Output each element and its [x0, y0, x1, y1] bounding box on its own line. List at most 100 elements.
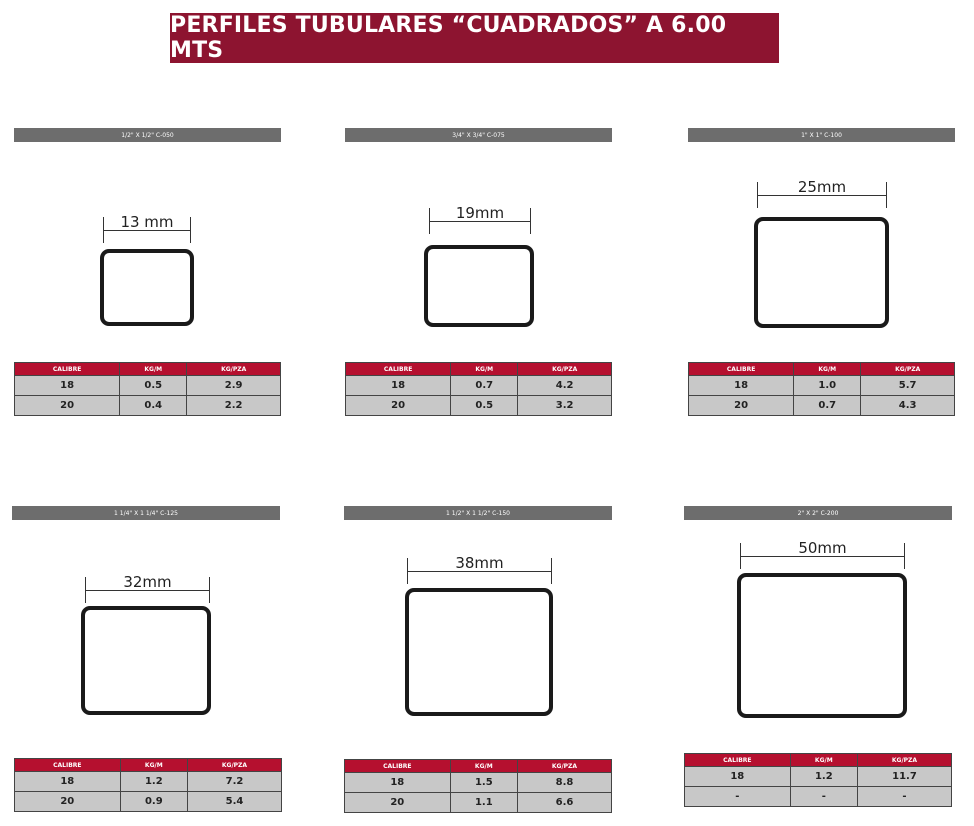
table-cell: 1.5: [449, 772, 518, 793]
dimension-label: 38mm: [455, 554, 504, 572]
table-cell: 18: [684, 766, 791, 787]
dimension-label: 19mm: [455, 204, 505, 222]
table-cell: 20: [14, 791, 121, 812]
column-header: KG/PZA: [186, 362, 281, 376]
column-header: KG/PZA: [186, 758, 283, 772]
table-cell: 2.2: [186, 395, 281, 416]
table-cell: -: [789, 786, 858, 807]
dimension-line: [741, 556, 904, 557]
square-tube-profile: [424, 245, 534, 327]
table-cell: -: [856, 786, 953, 807]
table-cell: 1.2: [119, 771, 188, 792]
dimension-line: [104, 230, 190, 231]
table-cell: 11.7: [856, 766, 953, 787]
table-row: ---: [684, 786, 953, 807]
column-header: KG/M: [450, 362, 519, 376]
column-header: KG/M: [449, 759, 518, 773]
table-header-row: CALIBRE KG/M KG/PZA: [344, 362, 612, 376]
column-header: CALIBRE: [687, 362, 795, 376]
column-header: KG/M: [789, 753, 858, 767]
dimension-line: [430, 221, 530, 222]
column-header: KG/PZA: [517, 362, 612, 376]
table-cell: 20: [344, 395, 452, 416]
column-header: KG/M: [793, 362, 862, 376]
section-label-bar: 2" X 2" C-200: [684, 506, 952, 520]
table-cell: 0.9: [119, 791, 188, 812]
table-cell: 1.1: [449, 792, 518, 813]
table-cell: 18: [13, 375, 121, 396]
square-tube-profile: [737, 573, 907, 718]
table-cell: 20: [344, 792, 451, 813]
table-cell: 20: [13, 395, 121, 416]
table-cell: -: [684, 786, 791, 807]
table-row: 20 1.1 6.6: [344, 792, 613, 813]
table-header-row: CALIBRE KG/M KG/PZA: [687, 362, 955, 376]
page-title: PERFILES TUBULARES “CUADRADOS” A 6.00 MT…: [170, 13, 779, 63]
section-label-bar: 1" X 1" C-100: [688, 128, 955, 142]
table-cell: 4.3: [860, 395, 955, 416]
specs-table: CALIBRE KG/M KG/PZA 18 1.2 11.7- - -: [684, 753, 953, 807]
dimension-marker: 13 mm: [103, 213, 191, 243]
table-header-row: CALIBRE KG/M KG/PZA: [344, 759, 613, 773]
dimension-marker: 38mm: [407, 554, 552, 584]
dimension-line: [758, 195, 886, 196]
dimension-label: 25mm: [797, 178, 847, 196]
dimension-label: 32mm: [123, 573, 172, 591]
table-cell: 5.4: [186, 791, 283, 812]
table-row: 18 1.5 8.8: [344, 772, 613, 793]
table-row: 18 0.5 2.9: [13, 375, 281, 396]
dimension-line: [86, 590, 209, 591]
table-row: 20 0.4 2.2: [13, 395, 281, 416]
table-cell: 18: [687, 375, 795, 396]
table-cell: 0.7: [793, 395, 862, 416]
dimension-marker: 19mm: [429, 204, 531, 234]
square-tube-profile: [405, 588, 553, 716]
table-cell: 3.2: [517, 395, 612, 416]
dimension-marker: 50mm: [740, 539, 905, 569]
dimension-line: [408, 571, 551, 572]
column-header: KG/M: [119, 362, 188, 376]
specs-table: CALIBRE KG/M KG/PZA 18 1.2 7.2 20 0.9 5.4: [14, 758, 283, 812]
table-cell: 4.2: [517, 375, 612, 396]
table-row: 18 1.2 7.2: [14, 771, 283, 792]
specs-table: CALIBRE KG/M KG/PZA 18 1.5 8.8 20 1.1 6.6: [344, 759, 613, 813]
section-label-bar: 1 1/2" X 1 1/2" C-150: [344, 506, 612, 520]
column-header: KG/PZA: [856, 753, 953, 767]
column-header: CALIBRE: [13, 362, 121, 376]
specs-table: CALIBRE KG/M KG/PZA 18 1.0 5.7 20 0.7 4.3: [687, 362, 955, 416]
column-header: CALIBRE: [344, 362, 452, 376]
dimension-marker: 32mm: [85, 573, 210, 603]
table-row: 18 1.2 11.7: [684, 766, 953, 787]
table-cell: 7.2: [186, 771, 283, 792]
column-header: KG/PZA: [516, 759, 613, 773]
table-header-row: CALIBRE KG/M KG/PZA: [14, 758, 283, 772]
specs-table: CALIBRE KG/M KG/PZA 18 0.7 4.2 20 0.5 3.2: [344, 362, 612, 416]
table-row: 20 0.5 3.2: [344, 395, 612, 416]
dimension-label: 13 mm: [120, 213, 174, 231]
table-cell: 18: [344, 375, 452, 396]
table-header-row: CALIBRE KG/M KG/PZA: [684, 753, 953, 767]
table-cell: 5.7: [860, 375, 955, 396]
dimension-label: 50mm: [798, 539, 847, 557]
section-label-bar: 1/2" X 1/2" C-050: [14, 128, 281, 142]
table-cell: 0.5: [119, 375, 188, 396]
table-cell: 0.5: [450, 395, 519, 416]
table-cell: 0.7: [450, 375, 519, 396]
specs-table: CALIBRE KG/M KG/PZA 18 0.5 2.9 20 0.4 2.2: [13, 362, 281, 416]
dimension-marker: 25mm: [757, 178, 887, 208]
table-row: 20 0.9 5.4: [14, 791, 283, 812]
section-label-bar: 3/4" X 3/4" C-075: [345, 128, 612, 142]
table-cell: 0.4: [119, 395, 188, 416]
table-cell: 1.0: [793, 375, 862, 396]
section-label-bar: 1 1/4" X 1 1/4" C-125: [12, 506, 280, 520]
square-tube-profile: [100, 249, 194, 326]
table-cell: 1.2: [789, 766, 858, 787]
column-header: CALIBRE: [684, 753, 791, 767]
square-tube-profile: [754, 217, 889, 328]
table-cell: 20: [687, 395, 795, 416]
table-row: 20 0.7 4.3: [687, 395, 955, 416]
column-header: KG/PZA: [860, 362, 955, 376]
square-tube-profile: [81, 606, 211, 715]
column-header: KG/M: [119, 758, 188, 772]
table-cell: 6.6: [516, 792, 613, 813]
